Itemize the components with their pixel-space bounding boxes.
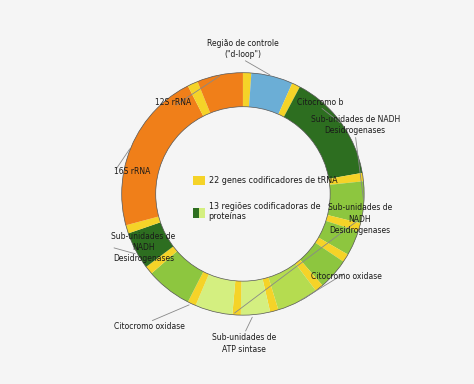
Wedge shape — [146, 247, 177, 273]
Wedge shape — [295, 260, 322, 291]
Text: Sub-unidades de
ATP sintase: Sub-unidades de ATP sintase — [212, 333, 276, 354]
Wedge shape — [329, 173, 364, 185]
Bar — [192, 176, 205, 185]
Wedge shape — [249, 73, 292, 114]
Bar — [192, 209, 200, 218]
Text: Sub-unidades de
NADH
Desidrogenases: Sub-unidades de NADH Desidrogenases — [111, 232, 175, 263]
Text: 16S rRNA: 16S rRNA — [114, 167, 151, 176]
Wedge shape — [328, 181, 364, 223]
Wedge shape — [122, 86, 203, 225]
Wedge shape — [243, 73, 251, 107]
Text: Região de controle
("d-loop"): Região de controle ("d-loop") — [207, 39, 279, 60]
Text: Citocromo oxidase: Citocromo oxidase — [311, 272, 382, 281]
Text: 13 regiões codificadoras de
proteínas: 13 regiões codificadoras de proteínas — [209, 202, 320, 221]
Wedge shape — [263, 277, 278, 312]
Wedge shape — [268, 263, 316, 310]
Wedge shape — [151, 251, 203, 302]
Wedge shape — [128, 222, 173, 267]
Wedge shape — [198, 73, 243, 113]
Wedge shape — [241, 279, 270, 315]
Text: 12S rRNA: 12S rRNA — [155, 98, 191, 107]
Wedge shape — [196, 274, 235, 314]
Wedge shape — [284, 87, 362, 179]
Wedge shape — [232, 281, 241, 315]
Wedge shape — [319, 221, 358, 255]
Bar — [200, 209, 205, 218]
Text: Sub-unidades de NADH
Desidrogenases: Sub-unidades de NADH Desidrogenases — [310, 115, 400, 135]
Wedge shape — [188, 271, 209, 306]
Text: 22 genes codificadores de tRNA: 22 genes codificadores de tRNA — [209, 176, 337, 185]
Text: Sub-unidades de
NADH
Desidrogenases: Sub-unidades de NADH Desidrogenases — [328, 204, 392, 235]
Wedge shape — [126, 217, 161, 233]
Wedge shape — [188, 81, 210, 116]
Text: Citocromo oxidase: Citocromo oxidase — [114, 322, 185, 331]
Wedge shape — [278, 83, 300, 117]
Wedge shape — [326, 215, 361, 232]
Wedge shape — [300, 243, 344, 285]
Text: Citocromo b: Citocromo b — [297, 98, 343, 107]
Wedge shape — [315, 238, 348, 262]
